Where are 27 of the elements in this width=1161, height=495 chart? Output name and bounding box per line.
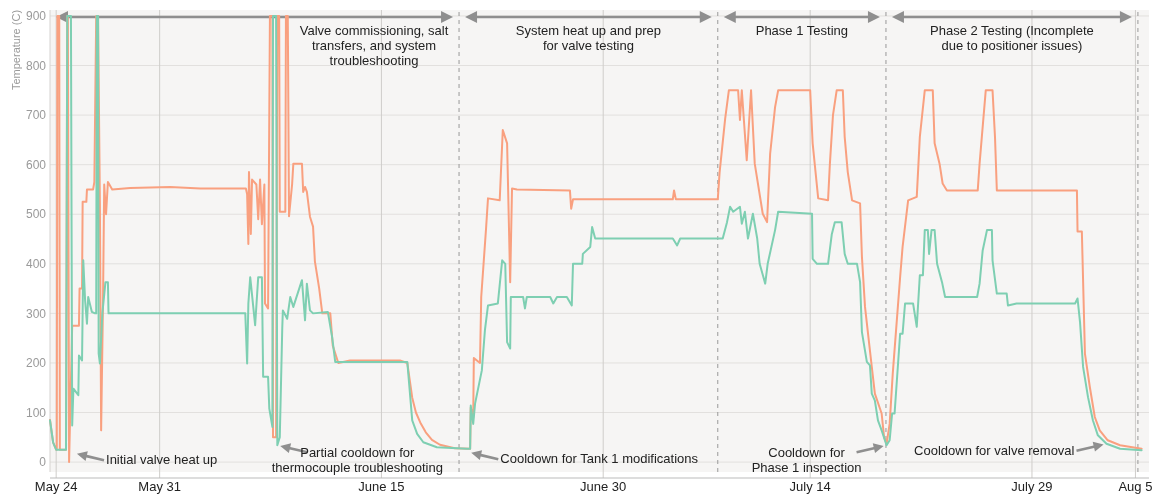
y-tick-label: 600	[25, 157, 47, 172]
annotation: Cooldown for valve removal	[914, 442, 1075, 458]
y-tick-label: 100	[25, 405, 47, 420]
annotation: Cooldown for Phase 1 inspection	[751, 445, 862, 475]
y-tick-label: 0	[39, 455, 47, 470]
y-tick-label: 500	[25, 207, 47, 222]
annotation: Phase 2 Testing (Incomplete due to positioner issues)	[930, 22, 1094, 53]
y-tick-label: 800	[25, 58, 47, 73]
y-tick-label: 200	[25, 356, 47, 371]
annotation: Valve commissioning, salt transfers, and system troubleshooting	[299, 22, 449, 68]
x-tick-label: Aug 5	[1118, 479, 1153, 494]
y-axis-title: Temperature (C)	[10, 9, 22, 91]
x-tick-label: July 29	[1011, 479, 1053, 494]
y-tick-label: 900	[25, 9, 47, 24]
y-tick-label: 300	[25, 306, 47, 321]
y-tick-label: 400	[25, 257, 47, 271]
annotation: Cooldown for Tank 1 modifications	[500, 451, 699, 467]
x-tick-label: June 15	[358, 479, 405, 494]
annotation: System heat up and prep for valve testing	[515, 22, 662, 53]
x-tick-label: June 30	[580, 479, 627, 494]
annotation: Phase 1 Testing	[755, 22, 849, 38]
y-tick-label: 700	[25, 108, 47, 123]
x-tick-label: May 31	[138, 479, 181, 494]
x-tick-label: May 24	[34, 479, 78, 494]
annotation: Partial cooldown for thermocouple troubleshooting	[271, 445, 443, 475]
x-tick-label: July 14	[789, 479, 831, 494]
annotation: Initial valve heat up	[106, 452, 218, 468]
